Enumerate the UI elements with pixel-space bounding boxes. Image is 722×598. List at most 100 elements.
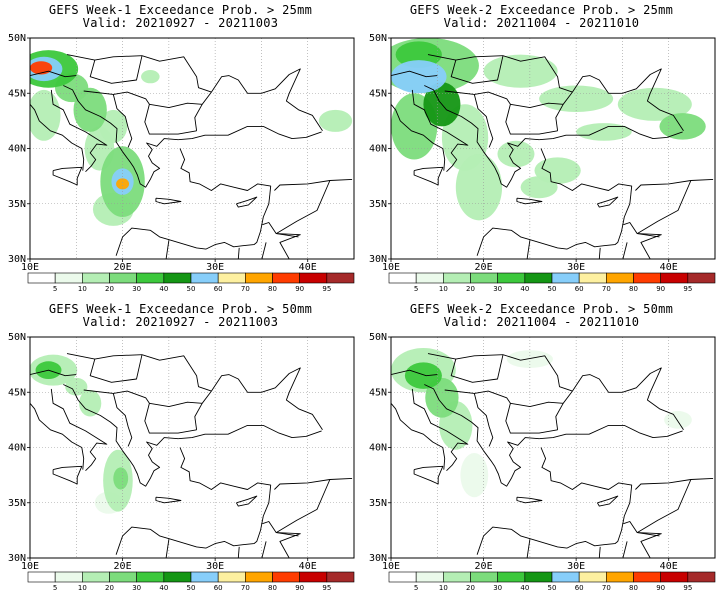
- colorbar-label: 80: [629, 584, 638, 592]
- colorbar-box: [470, 571, 498, 583]
- coastline-path: [516, 496, 543, 504]
- colorbar-box: [163, 272, 192, 284]
- coastline-path: [391, 403, 446, 470]
- colorbar-label: 40: [159, 285, 168, 293]
- colorbar-label: 50: [548, 584, 557, 592]
- colorbar-label: 90: [656, 584, 665, 592]
- colorbar-label: 95: [322, 584, 331, 592]
- panel-week1-50mm: GEFS Week-1 Exceedance Prob. > 50mm Vali…: [0, 299, 361, 598]
- coastline-path: [623, 521, 660, 537]
- lon-label: 10E: [382, 561, 400, 572]
- panel-week2-25mm: GEFS Week-2 Exceedance Prob. > 25mm Vali…: [361, 0, 722, 299]
- colorbar-box: [388, 571, 417, 583]
- coastline-path: [623, 222, 660, 238]
- lon-label: 20E: [475, 561, 493, 572]
- coastline-path: [502, 354, 573, 392]
- colorbar-box: [245, 272, 273, 284]
- probability-blob: [497, 140, 535, 168]
- coastline-path: [63, 85, 123, 153]
- colorbar-box: [272, 571, 300, 583]
- coastline-path: [444, 90, 494, 148]
- colorbar-label: 20: [466, 285, 475, 293]
- coastline-path: [526, 240, 531, 259]
- panel-title: GEFS Week-1 Exceedance Prob. > 50mm: [48, 302, 313, 316]
- coastline-path: [510, 102, 564, 109]
- lat-label: 40N: [369, 144, 387, 155]
- coastline-path: [50, 388, 108, 472]
- coastline-path: [149, 102, 203, 109]
- colorbar-label: 10: [78, 285, 87, 293]
- probability-blob: [617, 87, 692, 121]
- coastline-path: [113, 390, 197, 434]
- probability-blob: [30, 61, 53, 75]
- lat-label: 50N: [369, 332, 387, 343]
- coastline-path: [476, 493, 632, 555]
- panel-week1-25mm: GEFS Week-1 Exceedance Prob. > 25mm Vali…: [0, 0, 361, 299]
- colorbar-box: [606, 272, 634, 284]
- probability-map: 30N 35N 40N 45N 50N 10E 20E 30E 40E 5 10 20 30 40 50 60…: [369, 332, 716, 592]
- colorbar-label: 10: [439, 584, 448, 592]
- probability-blob: [506, 350, 553, 368]
- colorbar-box: [245, 571, 273, 583]
- probability-blob: [141, 70, 160, 84]
- coastline-path: [66, 353, 143, 360]
- coastline-path: [30, 104, 85, 171]
- panel-title: GEFS Week-1 Exceedance Prob. > 25mm: [48, 3, 313, 17]
- lon-label: 30E: [206, 262, 224, 273]
- colorbar-box: [551, 272, 580, 284]
- coastline-path: [637, 233, 662, 259]
- coastline-path: [474, 390, 558, 434]
- coastline-path: [597, 196, 619, 208]
- colorbar-label: 90: [295, 584, 304, 592]
- colorbar-box: [217, 571, 246, 583]
- coastline-path: [391, 104, 446, 171]
- lat-label: 35N: [8, 498, 26, 509]
- coastline-path: [178, 424, 322, 440]
- graticule: [30, 337, 354, 558]
- colorbar-box: [27, 272, 56, 284]
- probability-blob: [664, 411, 692, 429]
- lat-label: 35N: [8, 199, 26, 210]
- colorbar-label: 70: [241, 584, 250, 592]
- coastlines: [30, 353, 353, 558]
- colorbar-label: 90: [656, 285, 665, 293]
- panel-title: GEFS Week-2 Exceedance Prob. > 50mm: [409, 302, 674, 316]
- coastline-path: [598, 546, 601, 558]
- graticule: [391, 337, 715, 558]
- lon-label: 40E: [660, 561, 678, 572]
- coastline-path: [540, 447, 633, 494]
- coastline-path: [391, 70, 438, 78]
- coastline-path: [165, 240, 170, 259]
- lat-label: 30N: [369, 553, 387, 564]
- coastline-path: [30, 70, 77, 78]
- probability-field: [30, 337, 354, 558]
- lon-label: 20E: [114, 262, 132, 273]
- graticule: [391, 38, 715, 259]
- colorbar-box: [443, 571, 471, 583]
- coastline-path: [555, 68, 684, 132]
- coastline-path: [275, 180, 331, 234]
- colorbar-label: 95: [683, 285, 692, 293]
- coastline-path: [411, 388, 469, 472]
- colorbar-box: [633, 272, 661, 284]
- coastline-path: [636, 180, 692, 234]
- probability-blob: [318, 109, 353, 132]
- coastline-path: [637, 532, 662, 558]
- coastline-path: [510, 401, 564, 408]
- coastline-path: [141, 55, 212, 93]
- lon-label: 20E: [114, 561, 132, 572]
- colorbar-label: 10: [439, 285, 448, 293]
- colorbar-box: [578, 272, 607, 284]
- panel-title: GEFS Week-2 Exceedance Prob. > 25mm: [409, 3, 674, 17]
- coastline-path: [237, 546, 240, 558]
- colorbar-box: [687, 272, 716, 284]
- probability-blob: [395, 41, 442, 68]
- probability-map: 30N 35N 40N 45N 50N 10E 20E 30E 40E 5 10 20 30 40 50 60…: [8, 33, 355, 293]
- coastline-path: [622, 242, 628, 259]
- probability-blob: [483, 54, 558, 88]
- colorbar-label: 10: [78, 584, 87, 592]
- coastline-path: [502, 55, 573, 93]
- colorbar-label: 30: [493, 285, 502, 293]
- coastline-path: [83, 90, 133, 148]
- coastline-path: [237, 247, 240, 259]
